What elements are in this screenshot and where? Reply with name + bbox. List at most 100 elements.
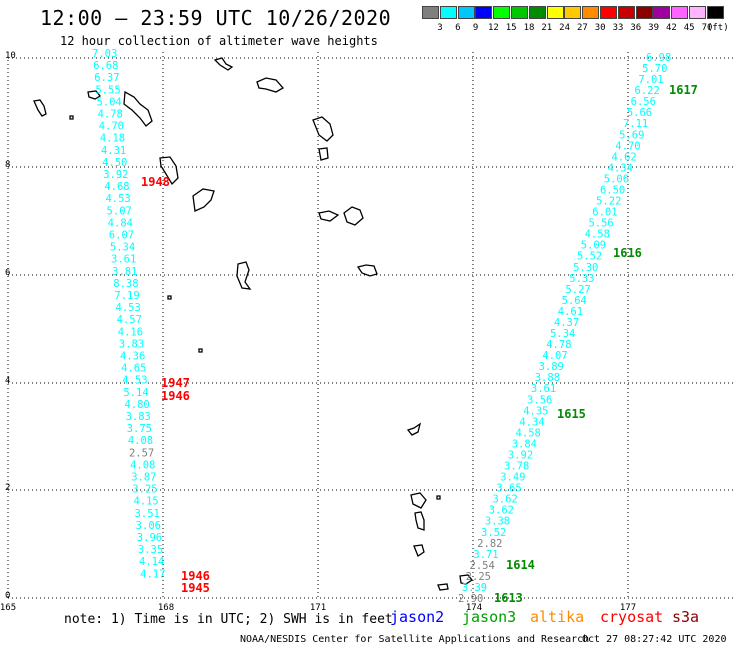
island-outline <box>318 147 329 161</box>
track-value-label: 3.56 <box>527 394 552 406</box>
track-value-label: 5.66 <box>627 107 652 119</box>
track-value-label: 5.09 <box>581 240 606 252</box>
island-outline <box>356 264 378 277</box>
island-outline <box>198 348 203 353</box>
legend-sat-jason3: jason3 <box>462 608 517 626</box>
track-value-label: 5.69 <box>619 129 644 141</box>
track-value-label: 3.88 <box>535 372 560 384</box>
legend-swatch <box>457 6 475 19</box>
legend-swatch <box>546 6 564 19</box>
track-value-label: 4.18 <box>100 133 125 145</box>
track-value-label: 2.90 <box>458 593 483 605</box>
island-outline <box>343 206 364 226</box>
track-value-label: 4.78 <box>546 339 571 351</box>
track-value-label: 5.07 <box>107 205 132 217</box>
legend-label: 24 <box>559 23 571 33</box>
legend-label: 3 <box>437 23 443 33</box>
legend-sat-s3a: s3a <box>672 608 700 626</box>
track-value-label: 3.75 <box>127 423 152 435</box>
island-outline <box>213 57 234 71</box>
track-value-label: 3.61 <box>111 254 136 266</box>
track-value-label: 3.65 <box>496 483 521 495</box>
legend-label: 21 <box>541 23 553 33</box>
revolution-label: 1613 <box>494 591 523 605</box>
track-value-label: 4.61 <box>558 306 583 318</box>
legend-swatch <box>493 6 511 19</box>
legend-sat-cryosat: cryosat <box>600 608 664 626</box>
track-value-label: 3.52 <box>481 527 506 539</box>
track-value-label: 3.84 <box>512 438 537 450</box>
y-tick-label: 6 <box>5 268 10 278</box>
track-value-label: 4.08 <box>128 435 153 447</box>
island-outline <box>236 261 252 290</box>
track-value-label: 2.25 <box>466 571 491 583</box>
island-outline <box>410 492 427 509</box>
track-value-label: 4.16 <box>118 326 143 338</box>
track-value-label: 4.65 <box>121 363 146 375</box>
island-outline <box>437 583 449 591</box>
track-value-label: 3.35 <box>138 544 163 556</box>
revolution-label: 1616 <box>613 246 642 260</box>
island-outline <box>192 188 215 212</box>
track-value-label: 5.33 <box>569 273 594 285</box>
island-outline <box>318 210 340 222</box>
island-outline <box>406 422 422 436</box>
y-tick-label: 4 <box>5 376 10 386</box>
island-outline <box>312 116 334 142</box>
island-outline <box>459 574 473 585</box>
y-tick-label: 0 <box>5 591 10 601</box>
revolution-label: 1948 <box>141 175 170 189</box>
track-value-label: 6.98 <box>646 52 671 64</box>
track-value-label: 7.11 <box>623 118 648 130</box>
legend-swatch <box>422 6 439 19</box>
track-value-label: 4.17 <box>140 568 165 580</box>
island-outline <box>436 495 441 500</box>
track-value-label: 5.04 <box>96 96 121 108</box>
track-value-label: 5.56 <box>588 218 613 230</box>
track-value-label: 4.80 <box>124 399 149 411</box>
track-value-label: 4.70 <box>615 140 640 152</box>
island-outline <box>87 90 101 100</box>
legend-label: 9 <box>472 23 479 33</box>
legend-label: 36 <box>630 23 642 33</box>
footer-credit: NOAA/NESDIS Center for Satellite Applica… <box>240 634 590 645</box>
legend-swatch <box>671 6 689 19</box>
island-outline <box>69 115 74 120</box>
track-value-label: 6.22 <box>634 85 659 97</box>
island-outline <box>414 511 425 531</box>
track-value-label: 6.07 <box>109 230 134 242</box>
track-value-label: 5.34 <box>110 242 135 254</box>
track-value-label: 4.50 <box>102 157 127 169</box>
track-value-label: 3.83 <box>126 411 151 423</box>
y-tick-label: 10 <box>5 51 16 61</box>
track-value-label: 3.92 <box>103 169 128 181</box>
track-value-label: 4.15 <box>133 496 158 508</box>
legend-swatch <box>635 6 653 19</box>
legend-swatch <box>511 6 528 19</box>
track-value-label: 3.49 <box>500 472 525 484</box>
track-value-label: 4.34 <box>519 416 544 428</box>
page-title: 12:00 – 23:59 UTC 10/26/2020 <box>40 6 392 30</box>
track-value-label: 6.01 <box>592 207 617 219</box>
track-value-label: 3.25 <box>132 484 157 496</box>
legend-swatch <box>528 6 546 19</box>
track-value-label: 5.34 <box>550 328 575 340</box>
track-value-label: 2.54 <box>470 560 495 572</box>
track-value-label: 8.38 <box>113 278 138 290</box>
track-value-label: 4.70 <box>99 121 124 133</box>
track-value-label: 3.62 <box>493 494 518 506</box>
track-value-label: 4.78 <box>98 109 123 121</box>
track-value-label: 6.50 <box>600 184 625 196</box>
legend-label: 45 <box>683 23 695 33</box>
track-value-label: 7.03 <box>92 48 117 60</box>
track-value-label: 4.58 <box>585 229 610 241</box>
legend-swatch <box>653 6 671 19</box>
track-value-label: 4.62 <box>611 151 636 163</box>
note-text: note: 1) Time is in UTC; 2) SWH is in fe… <box>64 612 393 627</box>
track-value-label: 5.27 <box>565 284 590 296</box>
page-subtitle: 12 hour collection of altimeter wave hei… <box>60 34 378 48</box>
track-value-label: 5.70 <box>642 63 667 75</box>
track-value-label: 3.06 <box>136 520 161 532</box>
